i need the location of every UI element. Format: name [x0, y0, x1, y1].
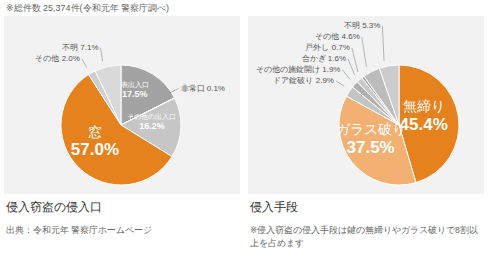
html-text:出典：令和元年 警察庁ホームページ: 出典：令和元年 警察庁ホームページ: [6, 225, 153, 235]
svg-text:37.5%: 37.5%: [347, 138, 395, 157]
svg-text:不明 5.3%: 不明 5.3%: [344, 21, 380, 30]
svg-text:ガラス破り: ガラス破り: [336, 121, 406, 137]
svg-text:窓: 窓: [88, 124, 102, 140]
html-text:※総件数 25,374件(令和元年 警察庁調べ): ※総件数 25,374件(令和元年 警察庁調べ): [6, 3, 170, 13]
svg-text:その他 4.6%: その他 4.6%: [315, 32, 359, 41]
svg-text:その他の出入口: その他の出入口: [127, 113, 177, 121]
svg-text:戸外し 0.7%: 戸外し 0.7%: [305, 43, 349, 52]
html-text:侵入手段: 侵入手段: [250, 201, 298, 213]
svg-text:その他 2.0%: その他 2.0%: [35, 54, 79, 63]
svg-text:表出入口: 表出入口: [120, 80, 149, 88]
svg-text:45.4%: 45.4%: [400, 115, 448, 134]
svg-text:合かぎ 1.6%: 合かぎ 1.6%: [302, 54, 346, 63]
html-text:※侵入窃盗の侵入手段は鍵の無締りやガラス破りで8割以上を占め: ※侵入窃盗の侵入手段は鍵の無締りやガラス破りで8割以上を占めます: [250, 225, 478, 248]
html-text:侵入窃盗の侵入口: 侵入窃盗の侵入口: [6, 201, 102, 213]
svg-text:無締り: 無締り: [403, 98, 445, 114]
svg-text:17.5%: 17.5%: [122, 89, 148, 99]
svg-text:57.0%: 57.0%: [71, 140, 119, 159]
svg-text:非常口 0.1%: 非常口 0.1%: [181, 84, 225, 93]
svg-text:16.2%: 16.2%: [139, 121, 165, 131]
svg-text:その他の施錠開け 1.9%: その他の施錠開け 1.9%: [256, 65, 340, 74]
svg-text:ドア錠破り 2.9%: ドア錠破り 2.9%: [273, 76, 333, 85]
svg-text:不明 7.1%: 不明 7.1%: [62, 43, 98, 52]
